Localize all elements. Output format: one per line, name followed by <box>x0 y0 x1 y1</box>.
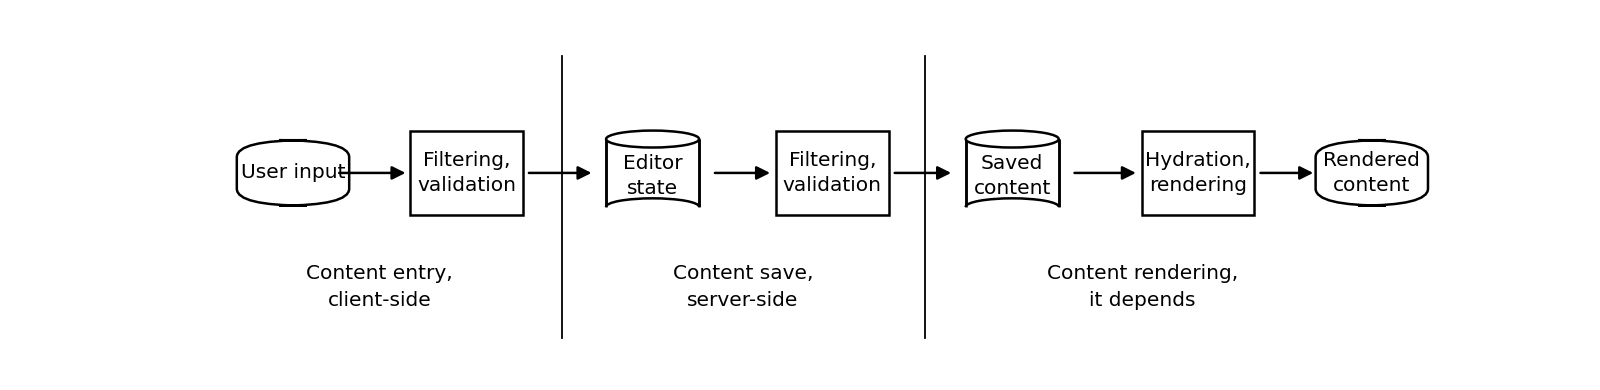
Ellipse shape <box>606 199 699 215</box>
FancyBboxPatch shape <box>1315 140 1427 206</box>
FancyBboxPatch shape <box>411 131 523 215</box>
Bar <box>606 139 699 207</box>
Text: Content rendering,
it depends: Content rendering, it depends <box>1046 264 1238 310</box>
Text: Filtering,
validation: Filtering, validation <box>782 151 882 195</box>
Bar <box>594 207 712 217</box>
Text: Editor
state: Editor state <box>622 154 683 198</box>
Text: Rendered
content: Rendered content <box>1323 151 1421 195</box>
FancyBboxPatch shape <box>776 131 888 215</box>
Text: User input: User input <box>240 163 346 183</box>
FancyBboxPatch shape <box>1142 131 1254 215</box>
Text: Content save,
server-side: Content save, server-side <box>674 264 813 310</box>
Text: Saved
content: Saved content <box>973 154 1051 198</box>
Bar <box>966 139 1059 207</box>
Text: Hydration,
rendering: Hydration, rendering <box>1146 151 1251 195</box>
FancyBboxPatch shape <box>237 140 349 206</box>
Ellipse shape <box>966 199 1059 215</box>
Ellipse shape <box>606 131 699 147</box>
Bar <box>954 207 1070 217</box>
Text: Content entry,
client-side: Content entry, client-side <box>307 264 453 310</box>
Ellipse shape <box>966 131 1059 147</box>
Text: Filtering,
validation: Filtering, validation <box>418 151 517 195</box>
